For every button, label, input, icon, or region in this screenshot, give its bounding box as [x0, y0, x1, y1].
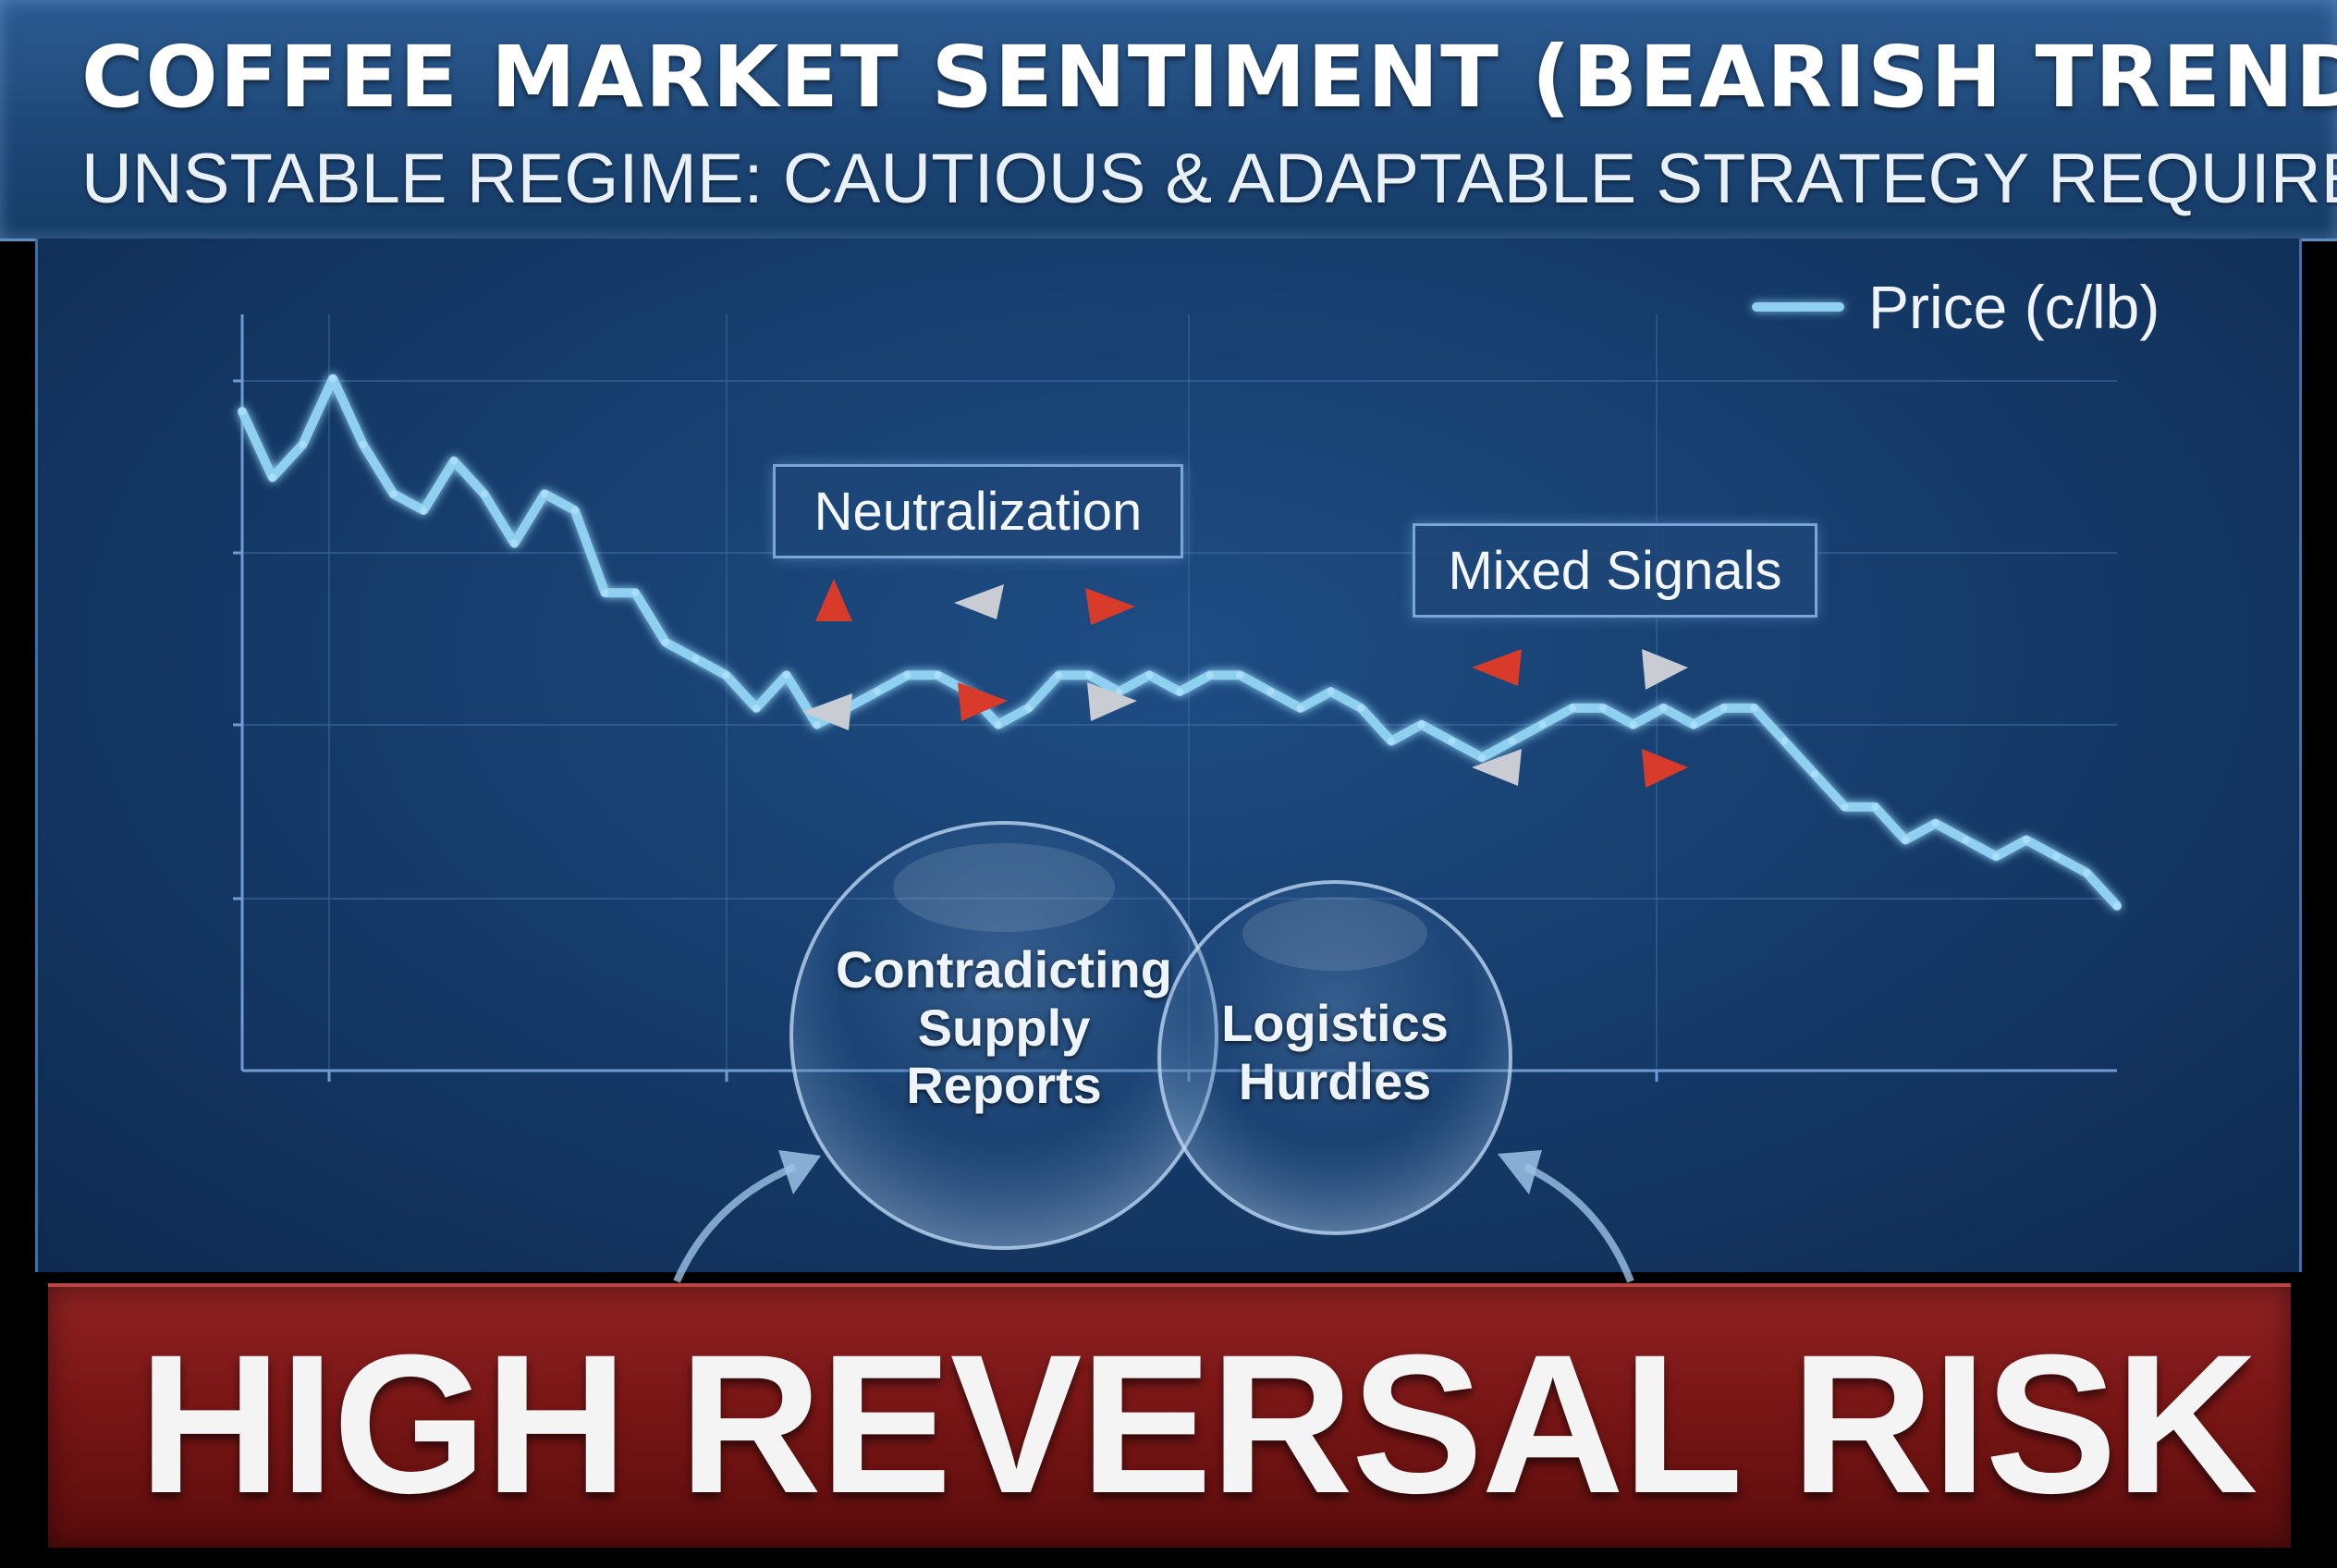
legend-label: Price (c/lb) [1868, 273, 2160, 341]
price-point [268, 473, 276, 482]
price-point [1902, 836, 1910, 844]
price-point [1780, 737, 1789, 745]
supply-bubble-label: Contradicting Supply Reports [810, 940, 1198, 1115]
annotation-neutralization: Neutralization [773, 464, 1183, 558]
price-point [1296, 704, 1304, 712]
price-point [299, 440, 307, 448]
price-point [1176, 688, 1183, 696]
annotation-mixed-signals: Mixed Signals [1413, 523, 1817, 618]
left-arrow-icon [802, 693, 852, 730]
price-point [1750, 704, 1758, 712]
curved-arrow-right [1523, 1163, 1634, 1283]
price-point [2022, 836, 2030, 844]
right-arrow-icon [1642, 649, 1688, 690]
price-point [420, 507, 428, 515]
price-point [873, 688, 881, 696]
left-arrow-icon [1472, 649, 1522, 686]
price-point [2052, 852, 2061, 861]
price-point [1629, 720, 1637, 729]
price-point [934, 671, 942, 680]
price-point [1931, 819, 1939, 827]
price-point [1145, 671, 1154, 680]
price-point [994, 720, 1002, 729]
price-point [1659, 704, 1668, 712]
right-arrow-icon [958, 682, 1008, 721]
header-band [0, 0, 2337, 241]
price-point [1236, 671, 1244, 680]
curved-arrow-left [673, 1163, 797, 1283]
price-point [1598, 704, 1607, 712]
price-point [1538, 720, 1547, 729]
price-point [903, 671, 912, 680]
supply-bubble-line-1: Contradicting [836, 940, 1172, 998]
chart-legend: Price (c/lb) [1752, 270, 2160, 344]
price-point [510, 539, 519, 547]
price-point [752, 704, 761, 712]
price-point [1266, 688, 1275, 696]
price-point [813, 720, 821, 729]
price-point [1024, 704, 1033, 712]
price-point [1084, 671, 1093, 680]
logistics-bubble-highlight [1242, 897, 1427, 971]
price-point [1417, 720, 1425, 729]
price-point [1841, 802, 1849, 811]
price-point [1327, 688, 1335, 696]
risk-banner-text: HIGH REVERSAL RISK [139, 1314, 2258, 1535]
price-point [1387, 737, 1395, 745]
risk-banner [48, 1283, 2291, 1548]
chart-title: COFFEE MARKET SENTIMENT (BEARISH TREND) [81, 28, 2337, 127]
price-point [239, 408, 246, 416]
price-point [1992, 852, 2001, 861]
price-point [1357, 704, 1365, 712]
logistics-bubble-label: Logistics Hurdles [1178, 994, 1492, 1110]
price-point [631, 589, 640, 597]
price-point [1690, 720, 1698, 729]
price-point [722, 671, 730, 680]
legend-swatch [1752, 302, 1844, 312]
price-point [601, 589, 609, 597]
price-point [1055, 671, 1063, 680]
left-arrow-icon [954, 584, 1004, 619]
price-point [2113, 901, 2121, 910]
right-arrow-icon [1642, 749, 1688, 788]
price-point [359, 440, 367, 448]
curved-arrow-right-head [1498, 1150, 1542, 1194]
price-point [1508, 737, 1516, 745]
price-point [1448, 737, 1456, 745]
price-series-line [238, 374, 2122, 911]
price-point [1810, 770, 1818, 778]
price-point [480, 490, 488, 498]
price-point [1569, 704, 1577, 712]
chart-subtitle: UNSTABLE REGIME: CAUTIOUS & ADAPTABLE ST… [81, 140, 2337, 218]
up-arrow-icon [815, 579, 852, 621]
price-point [1962, 836, 1970, 844]
price-point [2083, 869, 2091, 877]
price-point [1478, 753, 1487, 762]
price-point [541, 490, 549, 498]
price-point [691, 655, 700, 663]
right-arrow-icon [1085, 588, 1135, 625]
supply-bubble-highlight [893, 843, 1115, 932]
price-point [570, 507, 579, 515]
price-point [782, 671, 790, 680]
logistics-bubble [1157, 880, 1512, 1235]
price-point [389, 490, 398, 498]
price-point [449, 457, 458, 465]
right-arrow-icon [1087, 682, 1137, 721]
left-arrow-icon [1472, 749, 1522, 786]
price-point [661, 638, 669, 646]
price-point [1871, 802, 1879, 811]
logistics-bubble-line-2: Hurdles [1238, 1051, 1432, 1110]
signal-arrows [802, 579, 1688, 788]
price-point [1719, 704, 1728, 712]
supply-bubble-line-2: Supply [917, 998, 1091, 1057]
logistics-bubble-line-1: Logistics [1221, 994, 1449, 1052]
supply-bubble-line-3: Reports [906, 1056, 1102, 1115]
price-point [329, 374, 337, 383]
price-points [239, 374, 2121, 910]
price-point [1205, 671, 1214, 680]
curved-arrow-left-head [778, 1150, 821, 1194]
